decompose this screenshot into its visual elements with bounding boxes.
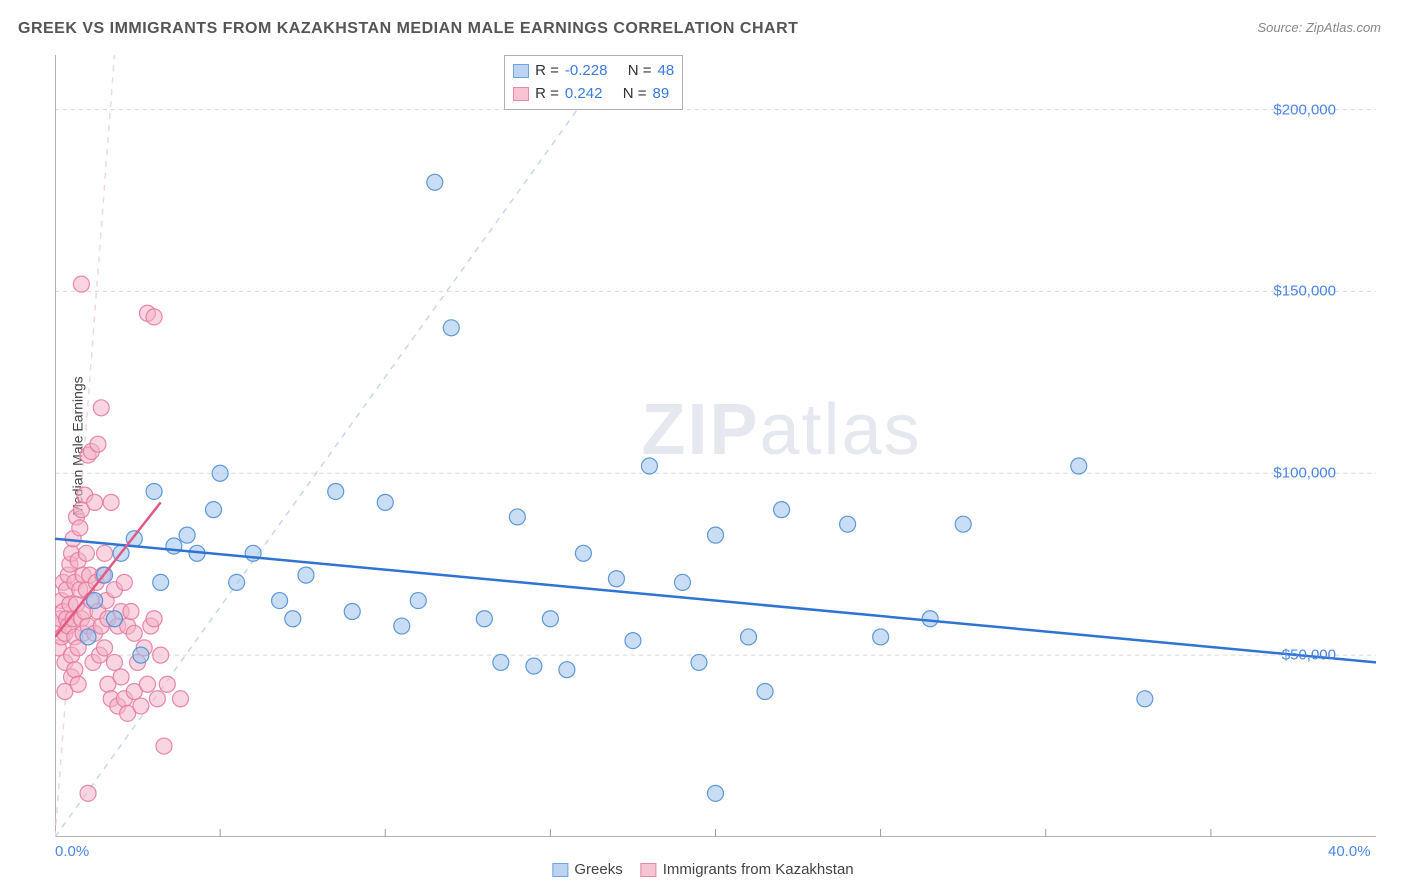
y-tick-label: $200,000 [1273,101,1336,118]
chart-title: GREEK VS IMMIGRANTS FROM KAZAKHSTAN MEDI… [18,20,798,38]
stats-legend-box: R =-0.228 N =48R = 0.242 N =89 [504,55,683,110]
x-tick-label: 40.0% [1328,843,1371,860]
scatter-chart [55,55,1376,837]
legend-swatch-icon [552,863,568,877]
legend-swatch-icon [513,64,529,78]
legend-swatch-icon [641,863,657,877]
y-tick-label: $150,000 [1273,283,1336,300]
y-tick-label: $50,000 [1282,647,1336,664]
legend-item: Greeks [552,861,622,878]
bottom-legend: Greeks Immigrants from Kazakhstan [552,861,853,878]
legend-item: Immigrants from Kazakhstan [641,861,854,878]
stats-row: R = 0.242 N =89 [513,83,674,106]
source-attribution: Source: ZipAtlas.com [1257,20,1381,35]
x-tick-label: 0.0% [55,843,89,860]
stats-row: R =-0.228 N =48 [513,60,674,83]
y-tick-label: $100,000 [1273,465,1336,482]
legend-swatch-icon [513,87,529,101]
plot-area: ZIPatlas R =-0.228 N =48R = 0.242 N =89 … [55,55,1376,837]
